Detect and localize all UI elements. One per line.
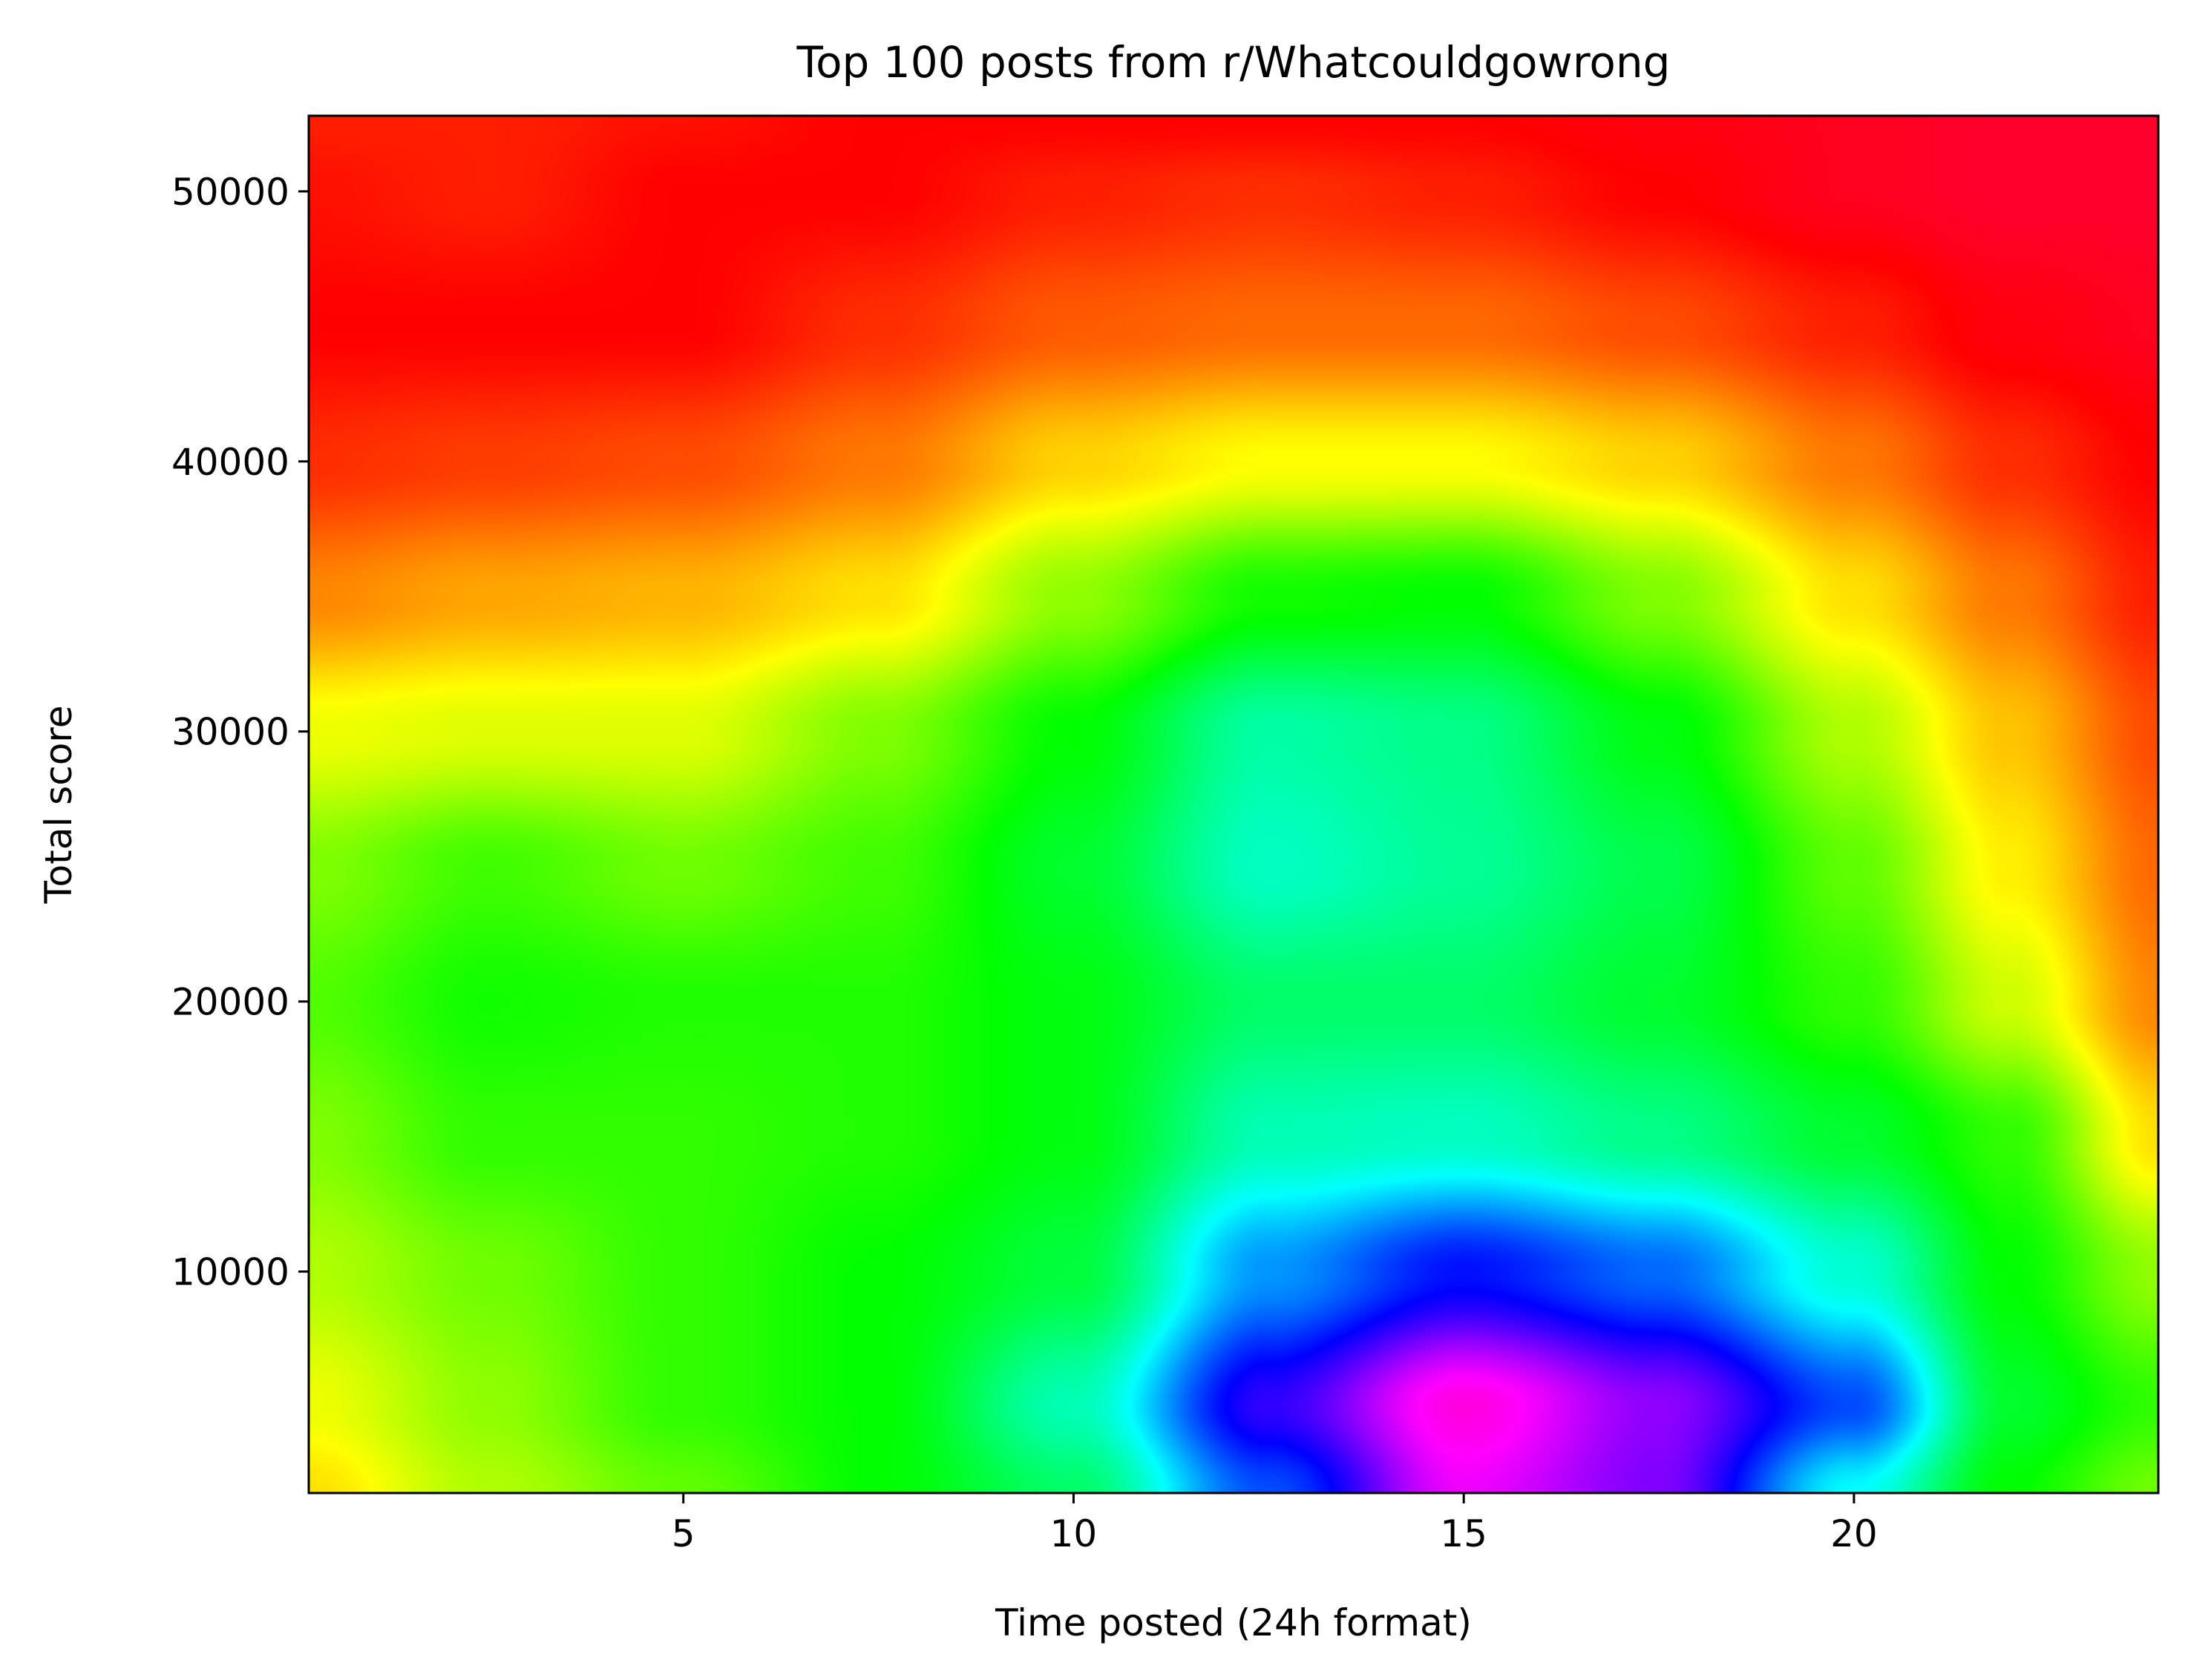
- heatmap-image: [309, 116, 2158, 1493]
- x-axis-ticks: 5 10 15 20: [672, 1493, 1878, 1555]
- y-axis-label: Total score: [37, 705, 80, 904]
- x-tick-label: 15: [1440, 1512, 1487, 1555]
- y-tick-label: 10000: [171, 1251, 289, 1294]
- chart-title: Top 100 posts from r/Whatcouldgowrong: [796, 37, 1671, 88]
- x-tick-label: 5: [672, 1512, 695, 1555]
- y-tick-label: 20000: [171, 981, 289, 1024]
- x-axis-label: Time posted (24h format): [995, 1601, 1472, 1644]
- y-tick-label: 40000: [171, 441, 289, 484]
- y-tick-label: 30000: [171, 711, 289, 754]
- plot-frame: [307, 114, 2160, 1494]
- y-tick-label: 50000: [171, 171, 289, 214]
- x-tick-label: 10: [1050, 1512, 1098, 1555]
- x-tick-label: 20: [1830, 1512, 1878, 1555]
- y-axis-ticks: 10000 20000 30000 40000 50000: [171, 171, 309, 1294]
